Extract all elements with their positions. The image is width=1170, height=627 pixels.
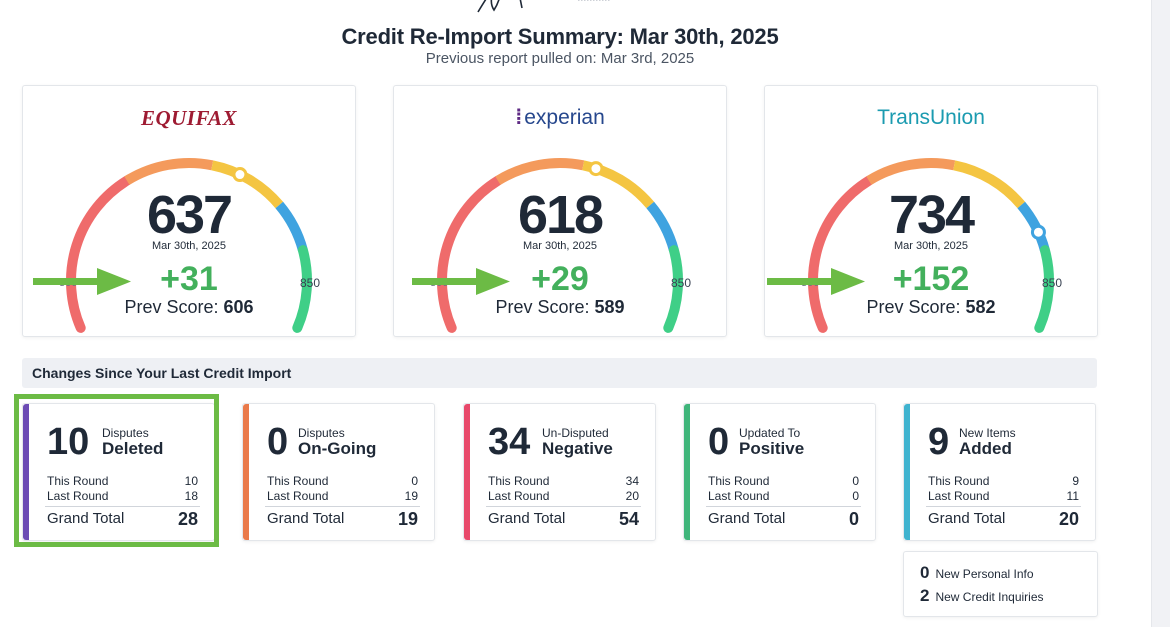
card-subtitle: Disputes (298, 426, 345, 440)
experian-logo: ⁞experian (515, 106, 605, 129)
accent-bar (684, 404, 690, 540)
page-subtitle: Previous report pulled on: Mar 3rd, 2025 (425, 50, 695, 67)
score-date: Mar 30th, 2025 (152, 240, 226, 252)
grand-total-row: Grand Total 20 (928, 509, 1079, 529)
last-round-row: Last Round 0 (708, 489, 859, 503)
accent-bar (904, 404, 910, 540)
gauge-segment (1034, 245, 1054, 333)
divider (926, 506, 1081, 507)
change-card-undisputed-negative[interactable]: 34 Un-Disputed Negative This Round 34 Las… (463, 403, 656, 541)
score-change: +152 (892, 260, 970, 298)
scrollbar-track[interactable] (1151, 0, 1170, 627)
gauge-segment (866, 158, 956, 185)
gauge-segment (292, 245, 312, 333)
last-round-row: Last Round 19 (267, 489, 418, 503)
accent-bar (23, 404, 29, 540)
card-count: 10 (47, 421, 90, 463)
gauge-segment (495, 158, 585, 185)
card-subtitle: New Items (959, 426, 1016, 440)
new-personal-info-row: 0 New Personal Info (920, 563, 1034, 582)
this-round-row: This Round 34 (488, 474, 639, 488)
extra-info-card[interactable]: 0 New Personal Info 2 New Credit Inquiries (903, 551, 1098, 617)
arrow-right-icon (33, 268, 131, 295)
change-card-new-items-added[interactable]: 9 New Items Added This Round 9 Last Round… (903, 403, 1096, 541)
score-change: +31 (160, 260, 218, 298)
score-gauge (66, 158, 312, 333)
accent-bar (243, 404, 249, 540)
bureau-card-experian: ⁞experian 618 Mar 30th, 2025 300 850 +29… (393, 85, 727, 337)
accent-bar (464, 404, 470, 540)
gauge-segment (124, 158, 214, 185)
grand-total-row: Grand Total 0 (708, 509, 859, 529)
changes-section-header: Changes Since Your Last Credit Import (22, 358, 1097, 388)
gauge-max-label: 850 (1042, 276, 1063, 290)
grand-total-row: Grand Total 28 (47, 509, 198, 529)
signature-logo (477, 0, 610, 13)
gauge-segment (808, 175, 874, 333)
score-date: Mar 30th, 2025 (894, 240, 968, 252)
gauge-indicator (232, 167, 248, 183)
card-count: 34 (488, 421, 531, 463)
divider (486, 506, 641, 507)
card-title: Added (959, 439, 1012, 458)
divider (45, 506, 200, 507)
gauge-max-label: 850 (300, 276, 321, 290)
card-count: 0 (267, 421, 289, 463)
highlight-box (14, 394, 219, 547)
last-round-row: Last Round 18 (47, 489, 198, 503)
gauge-segment (66, 175, 132, 333)
credit-score: 637 (146, 185, 233, 245)
score-change: +29 (531, 260, 589, 298)
divider (265, 506, 420, 507)
last-round-row: Last Round 20 (488, 489, 639, 503)
card-title: Positive (739, 439, 805, 458)
card-title: Deleted (102, 439, 164, 458)
score-gauge (437, 158, 683, 333)
last-round-row: Last Round 11 (928, 489, 1079, 503)
card-title: On-Going (298, 439, 377, 458)
card-title: Negative (542, 439, 613, 458)
this-round-row: This Round 0 (267, 474, 418, 488)
credit-score: 734 (888, 185, 975, 245)
grand-total-row: Grand Total 54 (488, 509, 639, 529)
gauge-segment (211, 160, 284, 209)
card-count: 0 (708, 421, 730, 463)
change-card-disputes-ongoing[interactable]: 0 Disputes On-Going This Round 0 Last Rou… (242, 403, 435, 541)
credit-score: 618 (517, 185, 604, 245)
equifax-logo: EQUIFAX (140, 106, 238, 130)
bureau-card-equifax: EQUIFAX 637 Mar 30th, 2025 300 850 +31 P… (22, 85, 356, 337)
arrow-right-icon (412, 268, 510, 295)
previous-score: Prev Score: 589 (495, 297, 625, 317)
score-date: Mar 30th, 2025 (523, 240, 597, 252)
this-round-row: This Round 10 (47, 474, 198, 488)
arrow-right-icon (767, 268, 865, 295)
bureau-card-transunion: TransUnion 734 Mar 30th, 2025 300 850 +1… (764, 85, 1098, 337)
section-title: Changes Since Your Last Credit Import (32, 365, 292, 381)
gauge-segment (953, 160, 1026, 209)
this-round-row: This Round 9 (928, 474, 1079, 488)
grand-total-row: Grand Total 19 (267, 509, 418, 529)
change-card-disputes-deleted[interactable]: 10 Disputes Deleted This Round 10 Last Ro… (22, 403, 215, 541)
gauge-segment (663, 245, 683, 333)
card-subtitle: Updated To (739, 426, 801, 440)
score-gauge (808, 158, 1054, 333)
card-count: 9 (928, 421, 950, 463)
new-credit-inquiries-row: 2 New Credit Inquiries (920, 586, 1044, 605)
transunion-logo: TransUnion (877, 106, 985, 129)
gauge-indicator (1030, 224, 1046, 240)
divider (706, 506, 861, 507)
gauge-indicator (588, 161, 604, 177)
this-round-row: This Round 0 (708, 474, 859, 488)
gauge-segment (437, 175, 503, 333)
card-subtitle: Disputes (102, 426, 149, 440)
gauge-max-label: 850 (671, 276, 692, 290)
previous-score: Prev Score: 582 (866, 297, 996, 317)
card-subtitle: Un-Disputed (542, 426, 609, 440)
change-card-updated-positive[interactable]: 0 Updated To Positive This Round 0 Last R… (683, 403, 876, 541)
previous-score: Prev Score: 606 (124, 297, 254, 317)
page-title: Credit Re-Import Summary: Mar 30th, 2025 (341, 24, 779, 49)
